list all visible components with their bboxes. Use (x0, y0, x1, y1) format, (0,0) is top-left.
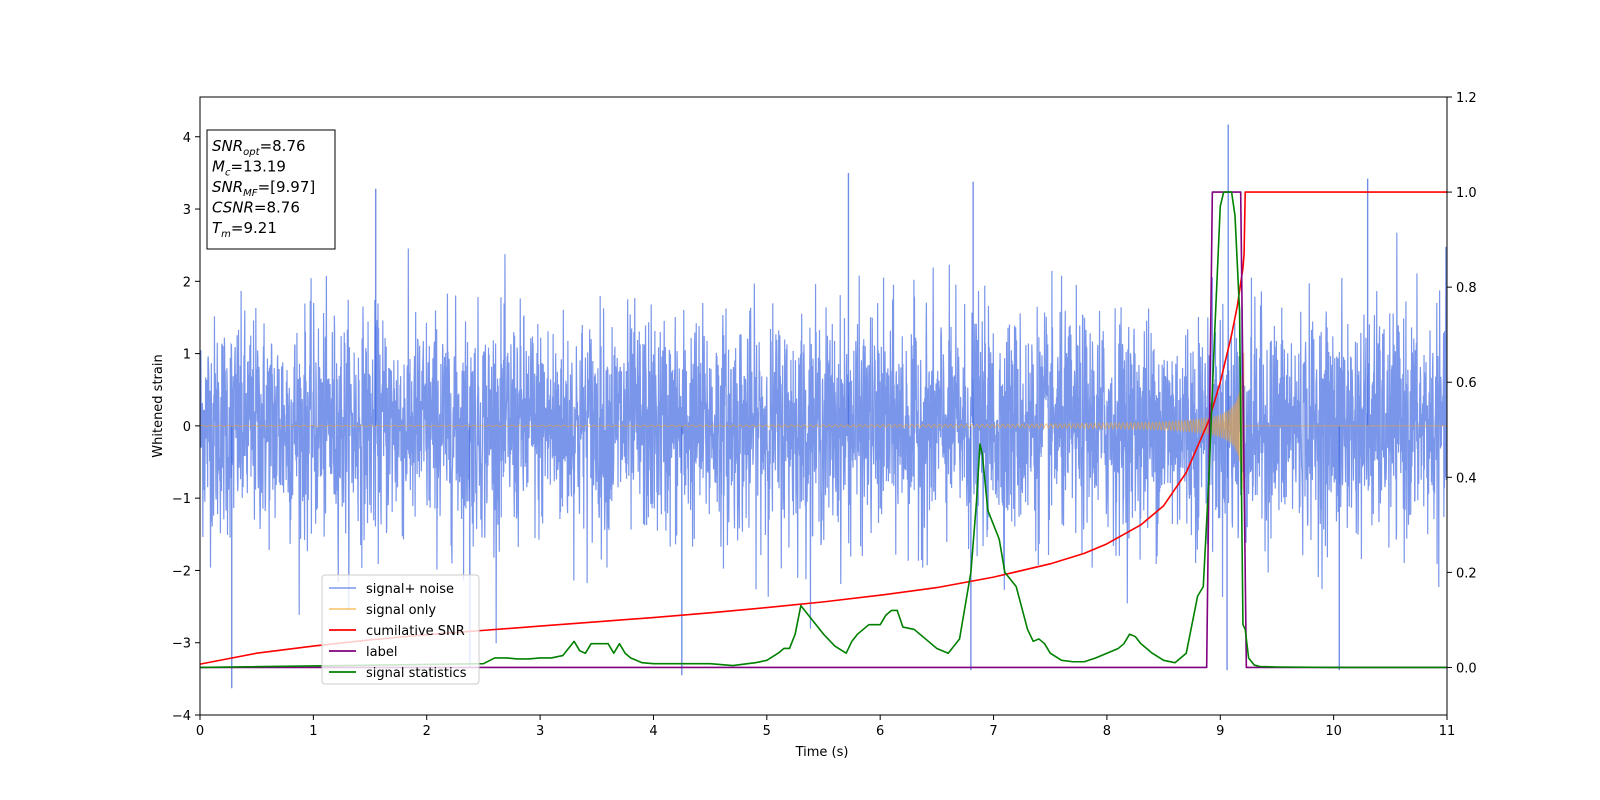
legend-label: cumilative SNR (366, 624, 465, 639)
y-axis-label: Whitened strain (151, 354, 166, 457)
line-signal-only (200, 352, 1447, 509)
annotation-line: SNRopt=8.76 (212, 137, 306, 158)
plot-frame (199, 96, 1448, 716)
y-right-tick-label: 0.8 (1456, 281, 1477, 296)
x-axis: 0 1 2 3 4 5 6 7 8 9 10 11 (196, 715, 1455, 739)
series-signal-statistics (200, 191, 1447, 669)
x-tick-label: 4 (649, 724, 657, 739)
x-tick-label: 0 (196, 724, 204, 739)
line-signal-noise (200, 232, 1447, 644)
x-tick-label: 9 (1216, 724, 1224, 739)
x-tick-label: 11 (1439, 724, 1456, 739)
series-signal-noise (200, 124, 1447, 689)
x-tick-label: 6 (876, 724, 884, 739)
y-left-tick-label: 3 (183, 203, 191, 218)
legend-label: label (366, 645, 397, 660)
x-tick-label: 8 (1103, 724, 1111, 739)
x-tick-label: 2 (423, 724, 431, 739)
legend-label: signal+ noise (366, 582, 454, 597)
y-left-tick-label: 4 (183, 131, 191, 146)
y-left-tick-label: 2 (183, 275, 191, 290)
x-tick-label: 7 (989, 724, 997, 739)
y-left-tick-label: −3 (172, 637, 191, 652)
y-left-tick-label: 0 (183, 420, 191, 435)
y-right-tick-label: 1.0 (1456, 186, 1477, 201)
x-tick-label: 3 (536, 724, 544, 739)
x-axis-label: Time (s) (795, 745, 849, 760)
y-left-tick-label: −4 (172, 709, 191, 724)
annotation-line: Tm=9.21 (212, 219, 277, 240)
y-axis-left: 4 3 2 1 0 −1 −2 −3 −4 (172, 131, 200, 724)
y-left-tick-label: −2 (172, 564, 191, 579)
line-signal-statistics (200, 191, 1447, 669)
y-left-tick-label: 1 (183, 348, 191, 363)
x-tick-label: 1 (309, 724, 317, 739)
y-axis-right: 1.2 1.0 0.8 0.6 0.4 0.2 0.0 (1447, 91, 1477, 676)
legend-label: signal statistics (366, 666, 467, 681)
y-right-tick-label: 0.0 (1456, 661, 1477, 676)
annotation-line: SNRMF=[9.97] (212, 178, 315, 199)
annotation-box: SNRopt=8.76Mc=13.19SNRMF=[9.97]CSNR=8.76… (206, 129, 336, 250)
y-left-tick-label: −1 (172, 492, 191, 507)
y-right-tick-label: 0.4 (1456, 471, 1477, 486)
legend: signal+ noise signal only cumilative SNR la… (321, 574, 480, 685)
y-right-tick-label: 0.6 (1456, 376, 1477, 391)
x-tick-label: 10 (1325, 724, 1342, 739)
legend-label: signal only (366, 603, 436, 618)
annotation-line: Mc=13.19 (212, 158, 286, 179)
x-tick-label: 5 (763, 724, 771, 739)
series-signal-only (200, 352, 1447, 509)
y-right-tick-label: 1.2 (1456, 91, 1477, 106)
y-right-tick-label: 0.2 (1456, 566, 1477, 581)
annotation-line: CSNR=8.76 (212, 199, 300, 217)
